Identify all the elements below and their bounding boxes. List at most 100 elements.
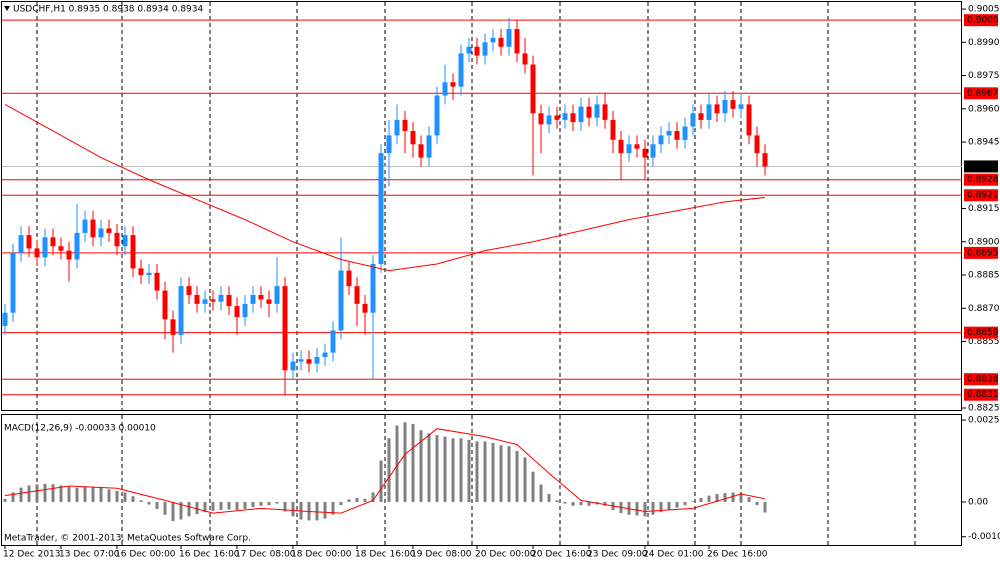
candle-body (410, 130, 416, 145)
macd-bar (179, 501, 183, 520)
candle-body (250, 294, 256, 304)
candle-body (90, 219, 96, 238)
level-label: 0.9000 (967, 16, 999, 26)
candle-body (258, 294, 264, 300)
macd-bar (579, 501, 583, 506)
macd-bar (547, 494, 551, 502)
candle-body (170, 319, 176, 335)
macd-bar (395, 425, 399, 502)
macd-bar (147, 501, 151, 505)
macd-bar (475, 441, 479, 502)
candle-body (434, 95, 440, 136)
moving-average (4, 103, 766, 272)
macd-title: MACD(12,26,9) -0.00033 0.00010 (4, 424, 156, 434)
level-tag (964, 246, 998, 259)
candle-body (418, 144, 424, 158)
candle-body (426, 135, 432, 158)
candle-body (266, 299, 272, 304)
candle-body (610, 119, 616, 140)
price-panel (1, 1, 962, 411)
candle-body (546, 115, 552, 125)
candle-body (666, 130, 672, 136)
candle-body (298, 359, 304, 362)
candle-body (698, 113, 704, 120)
candle-body (514, 29, 520, 54)
macd-bar (739, 493, 743, 502)
macd-bar (227, 501, 231, 510)
candle-body (346, 270, 352, 287)
macd-bar (315, 501, 319, 521)
macd-bar (683, 501, 687, 506)
y-tick-label: 0.8945 (968, 138, 1000, 148)
candle-body (194, 294, 200, 304)
macd-bar (403, 422, 407, 502)
candle-body (602, 104, 608, 120)
candle-body (522, 53, 528, 65)
macd-bar (203, 501, 207, 513)
y-tick-label: 0.00 (968, 497, 988, 507)
macd-bar (99, 487, 103, 502)
candle-body (130, 235, 136, 269)
macd-bar (723, 493, 727, 502)
y-tick-label: 0.8870 (968, 304, 1000, 314)
candle-body (682, 126, 688, 140)
candle-body (650, 144, 656, 158)
macd-bar (83, 487, 87, 502)
macd-bar (243, 501, 247, 509)
candle-body (690, 113, 696, 127)
x-tick-label: 18 Dec 16:00 (355, 550, 416, 560)
candle-body (354, 286, 360, 304)
macd-bar (587, 501, 591, 506)
candle-body (74, 232, 80, 260)
macd-bar (371, 492, 375, 502)
macd-bar (427, 433, 431, 502)
candle-body (554, 115, 560, 120)
macd-bar (291, 501, 295, 517)
candle-body (474, 46, 480, 56)
macd-bar (267, 501, 271, 506)
macd-bar (323, 501, 327, 519)
candle-body (538, 113, 544, 125)
candle-body (458, 53, 464, 87)
candle-body (58, 246, 64, 251)
macd-bar (195, 501, 199, 515)
y-tick-label: 0.00257 (968, 416, 1000, 426)
candle-body (2, 312, 8, 327)
macd-panel (1, 414, 962, 546)
macd-bar (259, 501, 263, 506)
x-tick-label: 16 Dec 16:00 (179, 550, 240, 560)
macd-bar (35, 484, 39, 502)
macd-bar (555, 500, 559, 502)
macd-bar (747, 497, 751, 502)
y-tick-label: 0.8960 (968, 104, 1000, 114)
x-tick-label: 23 Dec 09:00 (587, 550, 648, 560)
macd-bar (515, 451, 519, 502)
candle-body (26, 235, 32, 249)
y-tick-label: -0.00109 (968, 532, 1000, 542)
macd-bar (459, 438, 463, 502)
macd-bar (219, 501, 223, 510)
candle-body (210, 299, 216, 302)
macd-bar (339, 501, 343, 506)
macd-bar (43, 483, 47, 502)
menu-arrow[interactable] (4, 6, 10, 11)
macd-bar (635, 501, 639, 516)
macd-bar (763, 501, 767, 513)
candle-body (82, 219, 88, 233)
candle-body (290, 361, 296, 371)
y-tick-label: 0.8825 (968, 404, 1000, 414)
candle-body (746, 104, 752, 136)
candle-body (634, 144, 640, 149)
candle-body (178, 286, 184, 335)
current-price-label: 0.8934 (967, 162, 999, 172)
candle-body (450, 82, 456, 87)
x-tick-label: 20 Dec 16:00 (531, 550, 592, 560)
y-tick-label: 0.8885 (968, 271, 1000, 281)
candle-body (386, 135, 392, 154)
y-tick-label: 0.8900 (968, 237, 1000, 247)
macd-bar (131, 496, 135, 502)
candle-body (530, 64, 536, 114)
x-tick-label: 13 Dec 07:00 (59, 550, 120, 560)
macd-bar (123, 492, 127, 502)
